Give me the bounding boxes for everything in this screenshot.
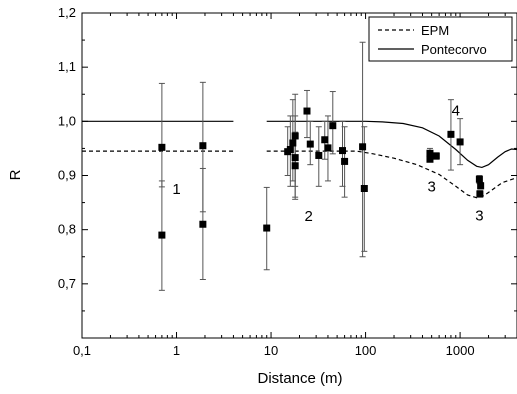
x-axis-title: Distance (m) [257, 370, 342, 387]
data-point [324, 144, 332, 152]
epm-curve [266, 150, 517, 199]
data-point [289, 139, 297, 147]
y-tick-label: 1,1 [58, 59, 76, 74]
data-point [360, 185, 368, 192]
data-point [338, 147, 346, 155]
x-axis-ticks: 0,1 1 10 100 1000 [73, 13, 517, 358]
x-tick-label: 100 [355, 343, 377, 358]
data-point [291, 132, 299, 140]
annotations-layer: 1 2 3 4 3 [172, 103, 483, 226]
data-point [476, 190, 484, 198]
legend-label-pontecorvo: Pontecorvo [421, 42, 487, 57]
data-point [291, 154, 299, 162]
legend-label-epm: EPM [421, 23, 449, 38]
data-point [477, 182, 485, 190]
curves-layer [82, 120, 517, 199]
y-tick-label: 0,9 [58, 168, 76, 183]
data-point [263, 224, 271, 232]
data-point [315, 151, 323, 159]
x-tick-label: 1 [173, 343, 180, 358]
data-point [199, 142, 207, 150]
pontecorvo-curve [266, 120, 517, 169]
data-point [475, 175, 483, 183]
data-point [286, 146, 294, 153]
data-point [341, 157, 349, 165]
points-layer [158, 107, 485, 239]
x-tick-label: 0,1 [73, 343, 91, 358]
data-point [321, 136, 329, 144]
y-axis-title: R [7, 169, 24, 180]
plot-area [81, 12, 517, 339]
y-tick-label: 0,7 [58, 276, 76, 291]
x-tick-label: 1000 [446, 343, 475, 358]
y-tick-label: 0,8 [58, 222, 76, 237]
data-point [199, 220, 207, 228]
data-point [306, 140, 314, 148]
region-label: 3 [427, 178, 435, 195]
data-point [426, 149, 434, 157]
region-label: 1 [172, 181, 180, 198]
x-tick-label: 10 [264, 343, 278, 358]
region-label: 3 [475, 208, 483, 225]
data-point [432, 152, 440, 160]
data-point [158, 143, 166, 151]
data-point [329, 122, 337, 130]
data-point [426, 155, 434, 163]
data-point [359, 143, 367, 151]
y-tick-label: 1,0 [58, 113, 76, 128]
y-axis-ticks: 0,7 0,8 0,9 1,0 1,1 1,2 [58, 5, 517, 312]
data-point [158, 231, 166, 239]
data-point [456, 138, 464, 146]
region-label: 4 [452, 103, 460, 120]
region-label: 2 [304, 208, 312, 225]
data-point [303, 107, 311, 115]
y-tick-label: 1,2 [58, 5, 76, 20]
data-point [291, 162, 299, 170]
legend: EPM Pontecorvo [368, 16, 513, 62]
data-point [447, 130, 455, 138]
legend-box [368, 16, 513, 62]
